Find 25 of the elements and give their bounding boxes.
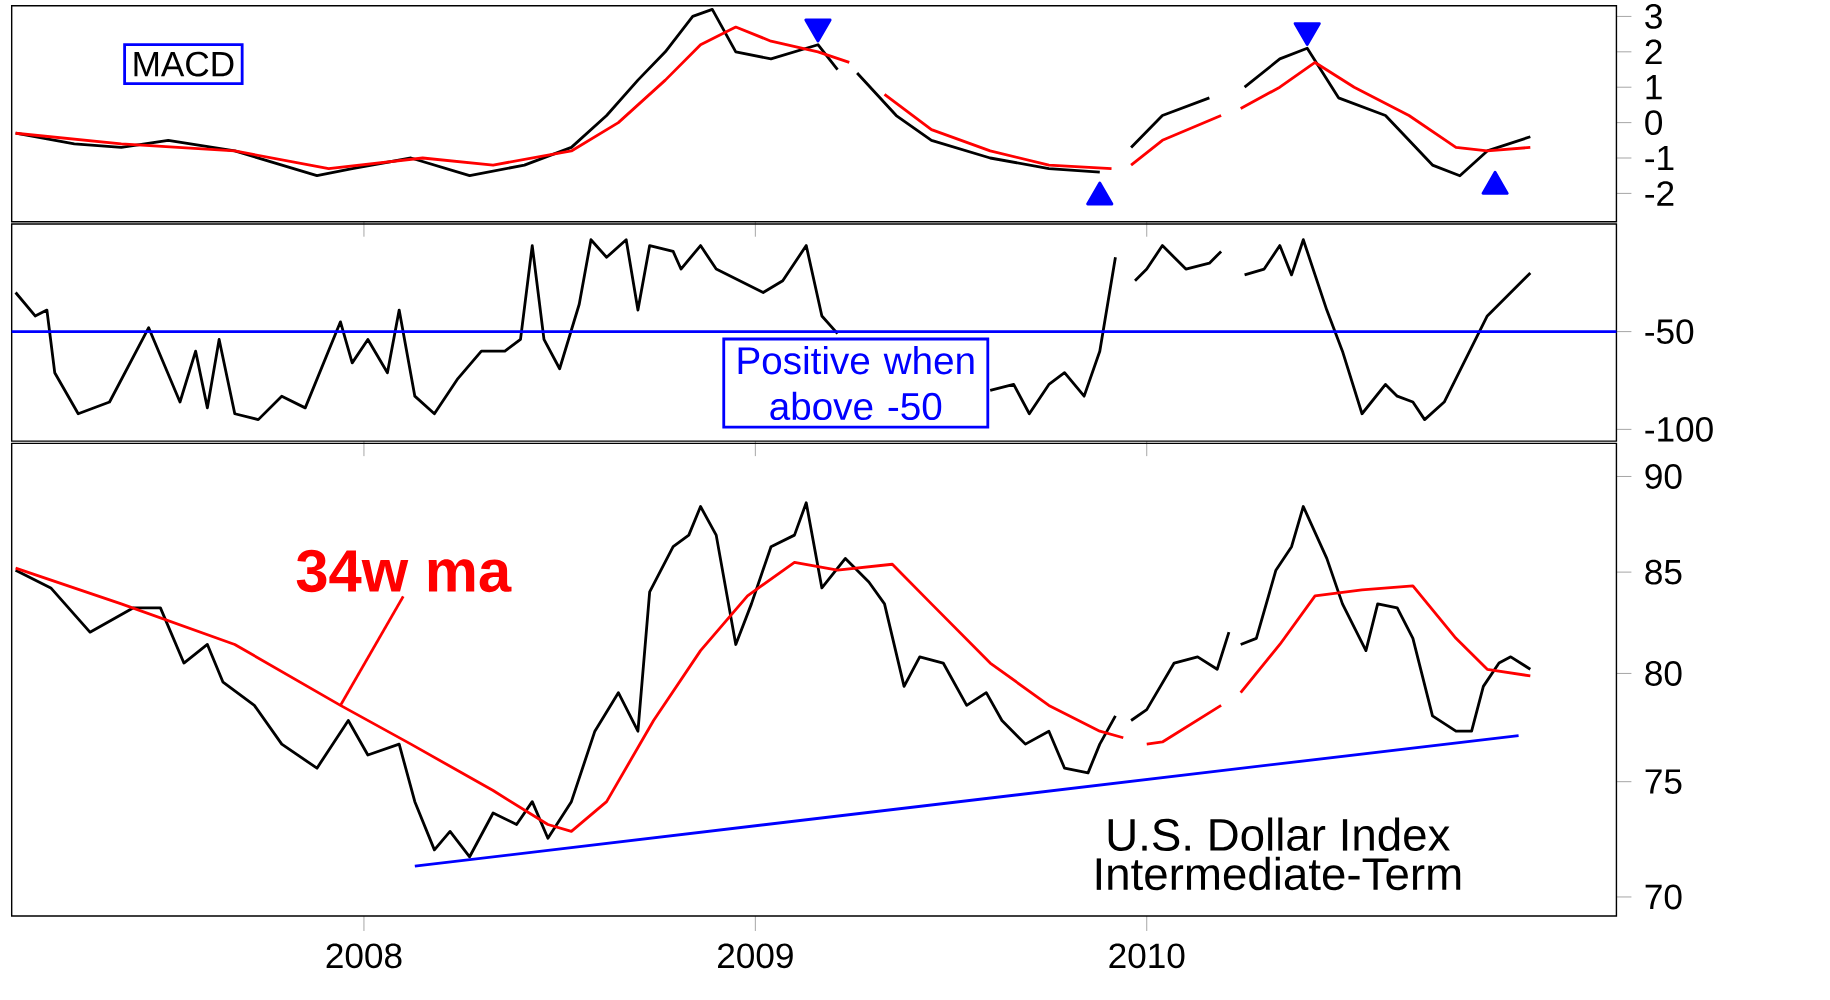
text: MACD — [134, 51, 234, 77]
text: U.S. Dollar Index — [1108, 817, 1450, 852]
y-tick-label: 85 — [1645, 559, 1682, 585]
point — [1293, 22, 1321, 47]
y-tick-label: -100 — [1645, 416, 1713, 442]
y-tick-label: 0 — [1645, 110, 1663, 136]
y-tick-label: -1 — [1645, 145, 1674, 171]
y-tick-label: -2 — [1645, 181, 1674, 206]
point — [1086, 181, 1114, 206]
point — [804, 18, 832, 43]
y-tick-label: 70 — [1645, 884, 1682, 910]
ref-line-label: Positive when above -50 — [738, 346, 974, 421]
y-tick-label: 3 — [1645, 4, 1662, 29]
x-tick-label: 2008 — [326, 943, 402, 969]
text: Intermediate-Term — [1096, 856, 1461, 891]
y-tick-label: 2 — [1645, 39, 1662, 65]
y-tick-label: 1 — [1646, 75, 1662, 100]
series-label: 34w ma — [296, 549, 512, 593]
x-tick-label: 2010 — [1109, 943, 1185, 969]
y-tick-label: -50 — [1645, 319, 1694, 345]
y-tick-label: 80 — [1645, 661, 1682, 686]
point — [1481, 170, 1509, 195]
x-tick-label: 2009 — [718, 943, 793, 969]
y-tick-label: 75 — [1645, 769, 1682, 794]
y-tick-label: 90 — [1645, 464, 1682, 489]
